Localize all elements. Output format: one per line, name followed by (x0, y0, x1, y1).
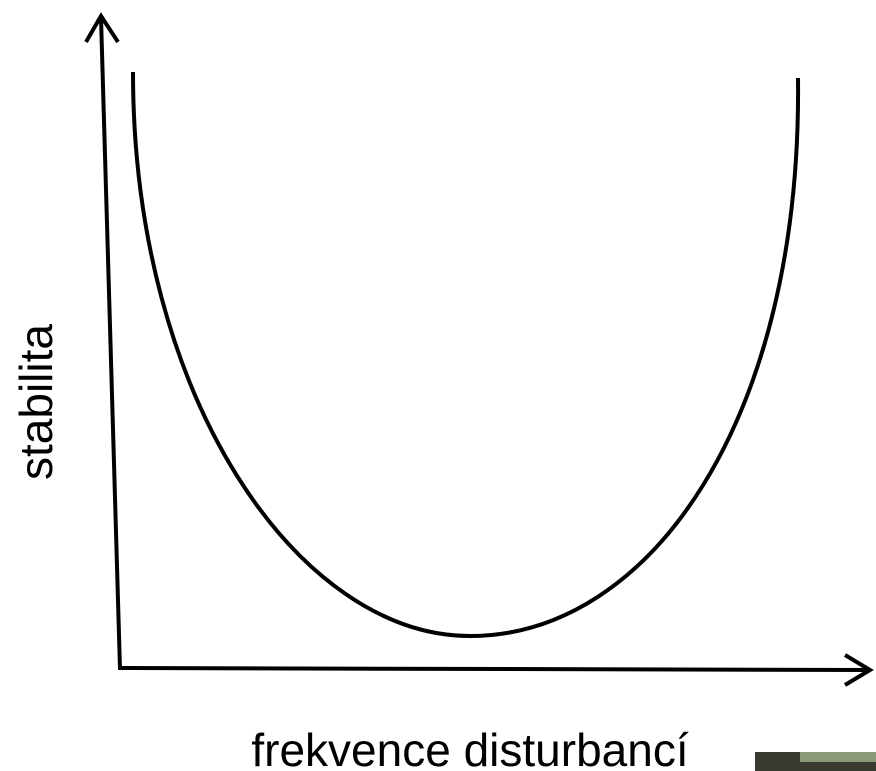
stability-curve (131, 71, 801, 639)
photo-fragment-highlight (800, 752, 876, 762)
y-axis (99, 17, 122, 670)
x-axis (117, 666, 869, 672)
y-axis-arrow (84, 12, 120, 44)
x-axis-label: frekvence disturbancí (251, 724, 688, 771)
y-axis-label: stabilita (10, 324, 62, 480)
x-axis-arrow (843, 653, 874, 687)
